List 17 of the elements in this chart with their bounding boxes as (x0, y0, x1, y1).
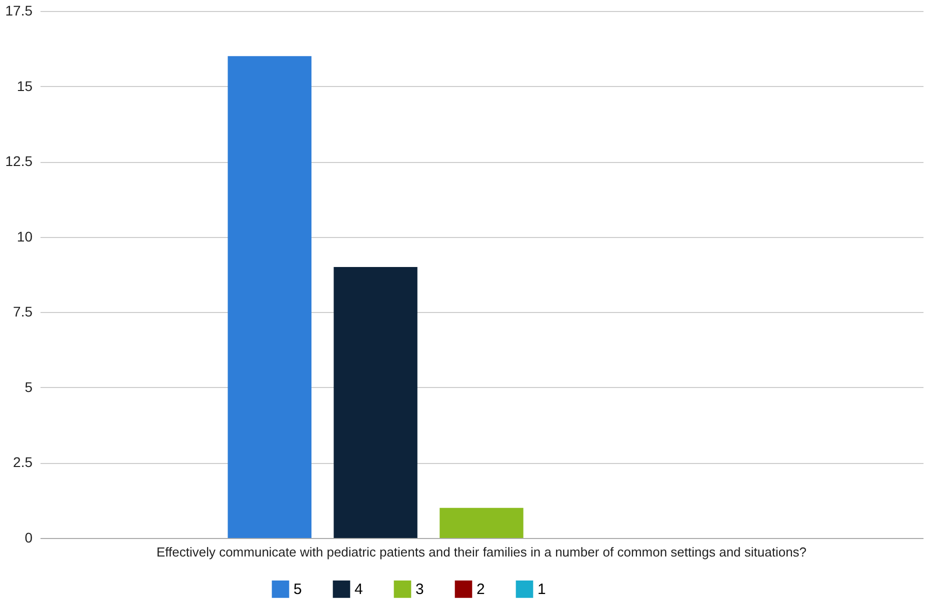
bar (440, 508, 524, 538)
legend-label: 5 (294, 581, 302, 598)
y-tick-label: 10 (16, 228, 33, 244)
y-tick-label: 5 (24, 378, 33, 395)
y-tick-label: 15 (16, 78, 33, 94)
legend-label: 2 (476, 581, 485, 598)
y-tick-label: 7.5 (13, 304, 33, 320)
legend-label: 1 (538, 581, 546, 598)
y-tick-label: 12.5 (5, 153, 33, 170)
bar (228, 56, 312, 538)
y-tick-label: 17.5 (5, 2, 33, 18)
x-tick-label: Effectively communicate with pediatric patients and their families in a number of common settings and situations? (156, 544, 807, 560)
legend-label: 4 (354, 581, 363, 598)
bar (334, 266, 418, 538)
y-tick-label: 0 (24, 530, 33, 546)
legend-label: 3 (416, 581, 424, 598)
y-tick-label: 2.5 (13, 454, 33, 470)
